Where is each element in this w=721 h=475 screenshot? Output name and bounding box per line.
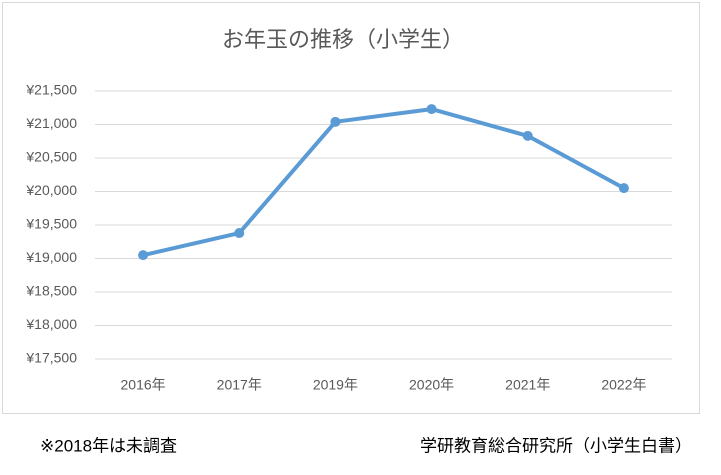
footnote: ※2018年は未調査 xyxy=(40,436,177,455)
chart-title: お年玉の推移（小学生） xyxy=(222,27,464,52)
x-tick-label: 2022年 xyxy=(601,377,646,393)
y-tick-label: ¥18,000 xyxy=(25,316,77,332)
x-tick-label: 2021年 xyxy=(505,377,550,393)
y-tick-label: ¥19,500 xyxy=(25,216,77,232)
data-point xyxy=(330,116,341,127)
x-tick-label: 2020年 xyxy=(409,377,454,393)
y-tick-label: ¥18,500 xyxy=(25,283,77,299)
y-tick-label: ¥17,500 xyxy=(25,350,77,366)
data-point xyxy=(138,250,149,261)
source: 学研教育総合研究所（小学生白書） xyxy=(420,436,692,455)
x-tick-label: 2017年 xyxy=(217,377,262,393)
y-tick-label: ¥19,000 xyxy=(25,249,77,265)
data-point xyxy=(522,130,533,141)
y-tick-label: ¥21,000 xyxy=(25,115,77,131)
data-line xyxy=(141,107,626,258)
y-tick-label: ¥20,000 xyxy=(25,182,77,198)
y-tick-label: ¥20,500 xyxy=(25,149,77,165)
x-tick-label: 2019年 xyxy=(313,377,358,393)
chart-frame xyxy=(2,2,700,414)
data-point xyxy=(426,104,437,115)
data-point xyxy=(618,183,629,194)
x-tick-label: 2016年 xyxy=(121,377,166,393)
data-point xyxy=(234,228,245,239)
y-tick-label: ¥21,500 xyxy=(25,82,77,98)
